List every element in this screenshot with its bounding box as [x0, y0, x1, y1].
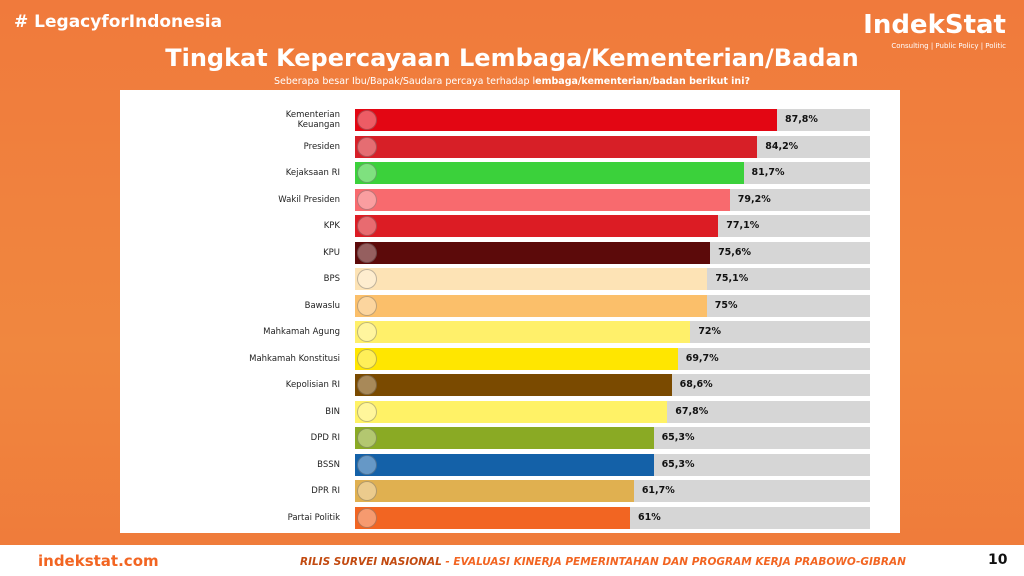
value-label: 84,2% — [765, 140, 799, 152]
page-number: 10 — [988, 552, 1008, 568]
category-label: DPD RI — [310, 433, 340, 443]
category-label: BIN — [325, 406, 340, 417]
institution-logo — [357, 401, 377, 422]
bar — [355, 506, 630, 529]
bar — [355, 162, 744, 184]
bar — [355, 215, 719, 237]
value-label: 77,1% — [726, 220, 760, 231]
category-label: KPK — [323, 221, 340, 231]
institution-logo — [357, 481, 377, 501]
release-detail: - EVALUASI KINERJA PEMERINTAHAN DAN PROG… — [441, 556, 906, 568]
bar — [355, 241, 711, 264]
institution-logo — [357, 216, 377, 236]
bar — [355, 453, 654, 476]
category-label: DPR RI — [311, 486, 340, 496]
institution-logo — [357, 136, 377, 157]
institution-logo — [357, 322, 377, 342]
category-label: Partai Politik — [287, 512, 340, 523]
bar — [355, 347, 678, 370]
category-label: Wakil Presiden — [278, 194, 340, 205]
bar — [355, 400, 668, 423]
category-label: Kejaksaan RI — [285, 168, 340, 178]
institution-logo — [357, 269, 377, 289]
category-label: KPU — [323, 247, 340, 258]
value-label: 75,1% — [715, 273, 749, 284]
value-label: 87,8% — [784, 114, 818, 125]
brand-tagline: Consulting | Public Policy | Politic — [891, 42, 1006, 50]
category-label: Mahkamah Agung — [263, 327, 340, 337]
subtitle-lead: Seberapa besar Ibu/Bapak/Saudara percaya… — [274, 76, 536, 87]
bar — [355, 268, 708, 290]
chart-title: Tingkat Kepercayaan Lembaga/Kementerian/… — [165, 44, 859, 72]
bar — [355, 109, 777, 131]
footer-site: indekstat.com — [38, 552, 159, 570]
value-label: 79,2% — [737, 193, 771, 205]
bar — [355, 294, 707, 317]
institution-logo — [357, 242, 377, 263]
bar — [355, 427, 654, 449]
institution-logo — [357, 375, 377, 395]
institution-logo — [357, 507, 377, 528]
category-label: Bawaslu — [304, 300, 340, 311]
value-label: 65,3% — [661, 458, 695, 470]
category-label: Presiden — [303, 141, 340, 152]
institution-logo — [357, 295, 377, 316]
institution-logo — [357, 348, 377, 369]
subtitle-emphasis: embaga/kementerian/badan berikut ini? — [535, 76, 750, 87]
value-label: 81,7% — [751, 167, 785, 178]
value-label: 69,7% — [685, 352, 719, 364]
category-label: BPS — [323, 274, 340, 284]
value-label: 65,3% — [661, 432, 695, 443]
bar — [355, 188, 730, 211]
hashtag: # LegacyforIndonesia — [14, 12, 223, 32]
value-label: 68,6% — [679, 379, 713, 390]
bar — [355, 321, 691, 343]
bar — [355, 480, 634, 502]
chart-subtitle: Seberapa besar Ibu/Bapak/Saudara percaya… — [0, 76, 1024, 87]
brand-logo: IndekStat — [863, 10, 1006, 40]
category-label: Kepolisian RI — [285, 380, 340, 390]
category-label: Kementerian Keuangan — [285, 110, 340, 130]
value-label: 75% — [714, 299, 738, 311]
value-label: 61% — [637, 511, 661, 523]
release-title: RILIS SURVEI NASIONAL — [300, 556, 442, 568]
value-label: 61,7% — [641, 485, 675, 496]
institution-logo — [357, 110, 377, 130]
value-label: 75,6% — [718, 246, 752, 258]
institution-logo — [357, 428, 377, 448]
value-label: 72% — [698, 326, 722, 337]
bar — [355, 135, 758, 158]
value-label: 67,8% — [675, 405, 709, 417]
footer-bar — [0, 545, 1024, 576]
institution-logo — [357, 189, 377, 210]
category-label: BSSN — [317, 459, 340, 470]
institution-logo — [357, 454, 377, 475]
footer-release: RILIS SURVEI NASIONAL - EVALUASI KINERJA… — [300, 556, 906, 568]
institution-logo — [357, 163, 377, 183]
category-label: Mahkamah Konstitusi — [249, 353, 340, 364]
bar — [355, 374, 672, 396]
